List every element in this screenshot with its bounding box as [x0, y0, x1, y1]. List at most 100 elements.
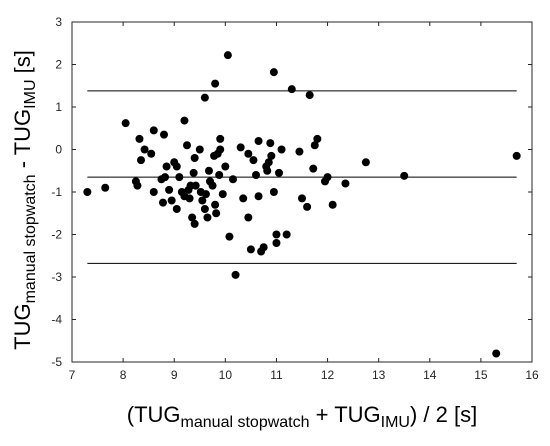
y-tick-labels: 3 2 1 0 -1 -2 -3 -4 -5 [51, 15, 62, 369]
data-point [361, 158, 370, 167]
data-point [200, 93, 209, 102]
data-point [267, 151, 276, 160]
data-point [512, 151, 521, 160]
plot-axes [71, 21, 533, 363]
data-point [149, 188, 158, 196]
data-point [218, 190, 227, 199]
data-point [203, 213, 212, 222]
data-point [165, 185, 174, 194]
data-point [189, 168, 198, 177]
data-point [263, 166, 272, 175]
data-point [269, 68, 278, 77]
data-point [323, 173, 332, 182]
x-axis-label: (TUGmanual stopwatch + TUGIMU) / 2 [s] [127, 402, 477, 431]
y-tick-label: -3 [51, 270, 62, 284]
data-point [266, 139, 275, 148]
data-point [167, 196, 176, 205]
data-point [231, 270, 240, 279]
data-point [252, 171, 260, 179]
data-point [341, 179, 350, 188]
data-point [223, 51, 232, 60]
data-point [133, 181, 142, 190]
data-point [298, 194, 306, 203]
data-point [221, 162, 230, 171]
x-tick-label: 12 [321, 368, 335, 382]
data-point [172, 205, 181, 213]
data-point [236, 143, 245, 152]
y-axis-label: TUGmanual stopwatch - TUGIMU [s] [10, 50, 39, 350]
data-point [275, 168, 283, 177]
data-point [198, 196, 207, 205]
data-point [147, 149, 156, 158]
data-point [328, 200, 337, 209]
data-point [121, 119, 130, 128]
data-point [254, 137, 263, 145]
y-tick-label: -4 [51, 313, 62, 327]
data-point [175, 173, 184, 182]
data-point [83, 188, 92, 196]
x-tick-label: 14 [423, 368, 437, 382]
data-point [492, 349, 501, 358]
data-point [244, 149, 253, 158]
data-point [310, 141, 319, 150]
data-point [190, 219, 199, 228]
data-point [195, 145, 204, 154]
x-tick-label: 13 [372, 368, 386, 382]
data-point [259, 243, 268, 252]
data-point [272, 239, 281, 247]
data-point [287, 85, 296, 94]
data-point [204, 166, 213, 175]
data-point [172, 162, 181, 171]
data-point [400, 171, 409, 180]
data-point [188, 213, 197, 222]
x-tick-label: 10 [219, 368, 233, 382]
plot-frame [71, 21, 533, 363]
x-tick-label: 9 [171, 368, 178, 382]
data-point [225, 232, 234, 241]
data-point [269, 188, 278, 196]
data-point [101, 183, 110, 192]
data-point [158, 198, 167, 207]
data-point [149, 126, 158, 135]
data-point [212, 209, 221, 218]
reference-lines [87, 90, 517, 264]
data-point [200, 205, 209, 213]
data-point [180, 116, 189, 125]
x-tick-label: 7 [69, 368, 76, 382]
y-tick-label: -5 [51, 355, 62, 369]
data-point [216, 145, 225, 154]
data-point [137, 156, 145, 165]
data-point [264, 158, 273, 167]
data-point [303, 202, 312, 211]
data-point [277, 145, 286, 154]
data-point [215, 171, 224, 179]
x-tick-label: 15 [474, 368, 488, 382]
data-point [272, 230, 281, 239]
data-point [244, 213, 253, 222]
x-tick-label: 8 [120, 368, 127, 382]
data-point [309, 164, 318, 173]
data-point [191, 181, 200, 190]
data-point [190, 154, 199, 162]
y-tick-label: -1 [51, 185, 62, 199]
data-point [161, 173, 170, 182]
data-point [305, 91, 314, 100]
data-point [208, 181, 217, 190]
y-tick-label: -2 [51, 228, 62, 242]
y-tick-label: 1 [55, 100, 62, 114]
y-tick-label: 0 [55, 143, 62, 157]
data-point [239, 194, 248, 203]
x-tick-labels: 7 8 9 10 11 12 13 14 15 16 [69, 368, 539, 382]
data-point [249, 156, 258, 165]
data-point [216, 134, 225, 143]
data-point [185, 194, 194, 203]
data-point [135, 134, 144, 143]
data-point [201, 190, 210, 199]
data-point [160, 130, 168, 139]
data-point [282, 230, 291, 239]
y-tick-label: 3 [55, 15, 62, 29]
data-point [211, 79, 220, 88]
data-point [295, 147, 304, 156]
x-tick-label: 11 [270, 368, 283, 382]
